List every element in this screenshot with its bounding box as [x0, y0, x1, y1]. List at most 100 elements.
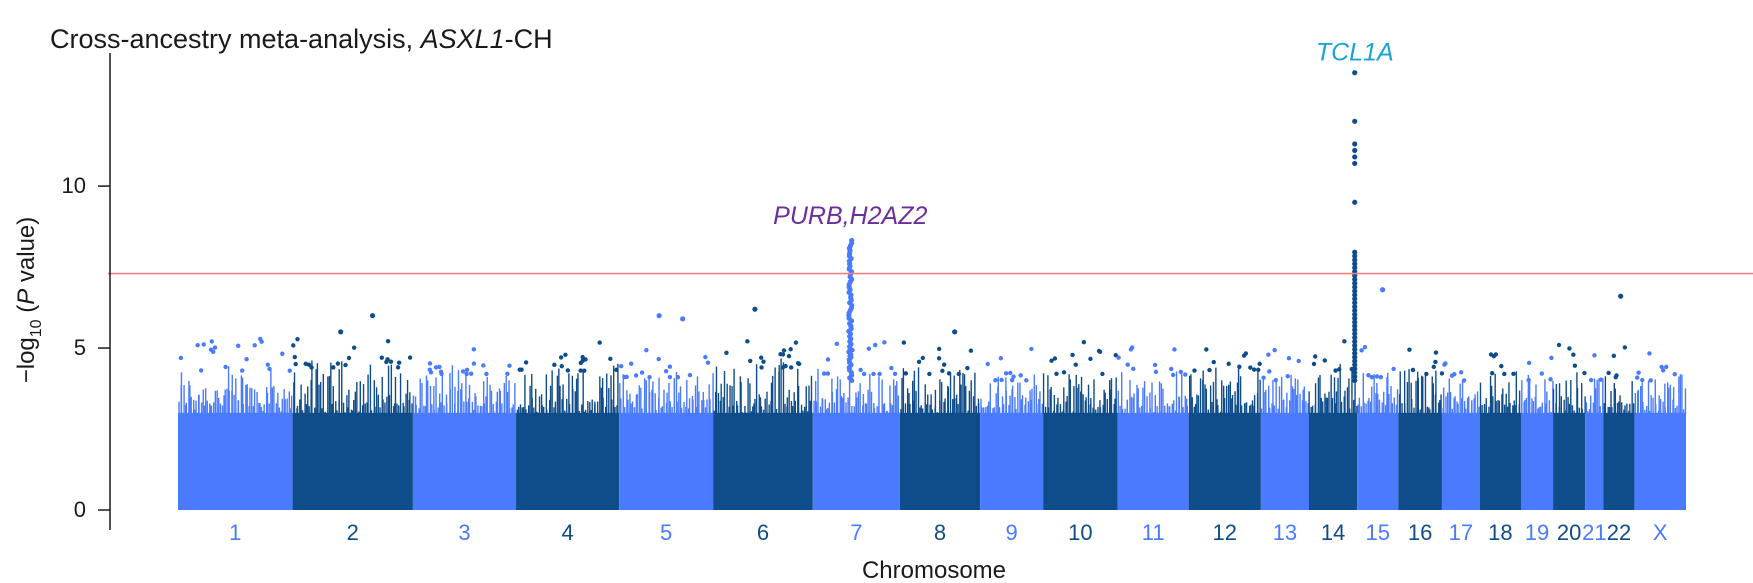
chromosome-12-dense-band	[1188, 412, 1261, 510]
data-point	[439, 371, 444, 377]
data-point	[471, 347, 477, 352]
data-point	[384, 359, 389, 365]
data-point	[1285, 374, 1290, 379]
chromosome-7-dense-band	[812, 412, 900, 510]
data-point	[1549, 355, 1554, 361]
data-point	[1659, 364, 1664, 370]
data-point	[1096, 348, 1102, 354]
chromosome-label-12: 12	[1213, 520, 1237, 545]
data-point	[481, 363, 486, 368]
data-point	[936, 346, 942, 352]
data-point	[680, 316, 686, 322]
data-point	[1352, 362, 1358, 368]
data-point	[1352, 284, 1358, 290]
data-point	[1362, 344, 1368, 350]
chart-title: Cross-ancestry meta-analysis, ASXL1-CH	[50, 24, 553, 55]
data-point	[1257, 361, 1262, 367]
chromosome-22-points	[1603, 345, 1635, 510]
data-point	[1125, 362, 1130, 367]
data-point	[1614, 373, 1619, 378]
data-point	[1073, 362, 1078, 367]
data-point	[1352, 303, 1358, 310]
chromosome-label-18: 18	[1488, 520, 1512, 545]
data-point	[748, 358, 753, 364]
data-point	[1312, 354, 1318, 359]
data-point	[1647, 351, 1652, 356]
data-point	[608, 356, 613, 362]
chromosome-10-dense-band	[1043, 412, 1118, 510]
data-point	[936, 356, 942, 361]
data-point	[433, 365, 439, 370]
data-point	[1352, 346, 1358, 352]
y-axis-title-rest: value)	[13, 217, 40, 289]
data-point	[781, 348, 787, 353]
data-point	[1029, 346, 1034, 352]
data-point	[1172, 347, 1177, 352]
chromosome-label-15: 15	[1366, 520, 1390, 545]
chromosome-label-8: 8	[934, 520, 946, 545]
data-point	[675, 374, 681, 380]
data-point	[1567, 346, 1572, 351]
data-point	[1352, 160, 1358, 167]
data-point	[523, 360, 529, 365]
data-point	[1352, 358, 1358, 364]
data-point	[1352, 377, 1358, 384]
data-point	[437, 364, 442, 370]
data-point	[1352, 338, 1358, 345]
y-axis-title-log: −log	[13, 337, 40, 383]
chromosome-12-points	[1188, 347, 1262, 510]
data-point	[1556, 342, 1562, 348]
data-point	[1081, 339, 1087, 345]
chromosome-16-points	[1398, 347, 1445, 510]
chromosome-3-points	[412, 347, 517, 510]
data-point	[1352, 319, 1358, 325]
data-point	[464, 367, 470, 373]
data-point	[1352, 300, 1358, 306]
data-point	[1366, 373, 1371, 378]
data-point	[505, 371, 510, 377]
chromosome-label-22: 22	[1607, 520, 1631, 545]
chromosome-10-points	[1042, 339, 1118, 510]
data-point	[1152, 362, 1158, 368]
data-point	[882, 340, 887, 345]
data-point	[1352, 315, 1358, 321]
locus-label-tcl1a: TCL1A	[1316, 39, 1394, 67]
chromosome-22-dense-band	[1603, 412, 1635, 510]
data-point	[825, 371, 831, 376]
data-point	[703, 354, 708, 360]
data-point	[1352, 265, 1358, 271]
chromosome-9-dense-band	[980, 412, 1044, 510]
data-point	[1548, 377, 1553, 382]
chromosome-8-points	[899, 340, 981, 510]
data-point	[1526, 360, 1532, 366]
data-point	[1153, 369, 1159, 375]
chromosome-17-dense-band	[1441, 412, 1480, 510]
data-point	[871, 371, 876, 377]
locus-7-points	[846, 237, 855, 384]
data-point	[866, 346, 872, 351]
data-point	[1352, 261, 1358, 267]
chromosome-label-20: 20	[1557, 520, 1581, 545]
data-point	[1636, 370, 1641, 375]
chromosome-20-points	[1552, 342, 1587, 510]
data-point	[1352, 307, 1358, 314]
data-point	[1273, 377, 1278, 383]
chromosome-3-dense-band	[412, 412, 517, 510]
locus-label-purb-h2az2: PURB,H2AZ2	[773, 202, 927, 230]
data-point	[1131, 366, 1136, 371]
data-point	[292, 354, 297, 360]
data-point	[644, 347, 649, 353]
data-point	[1369, 374, 1375, 380]
data-point	[195, 342, 200, 348]
data-point	[1352, 288, 1358, 294]
data-point	[724, 350, 729, 356]
data-point	[761, 359, 766, 364]
data-point	[1606, 370, 1611, 376]
data-point	[903, 371, 908, 376]
data-point	[236, 343, 241, 349]
data-point	[428, 370, 434, 375]
chromosome-label-10: 10	[1068, 520, 1092, 545]
data-point	[1088, 356, 1093, 362]
chromosome-label-19: 19	[1525, 520, 1549, 545]
